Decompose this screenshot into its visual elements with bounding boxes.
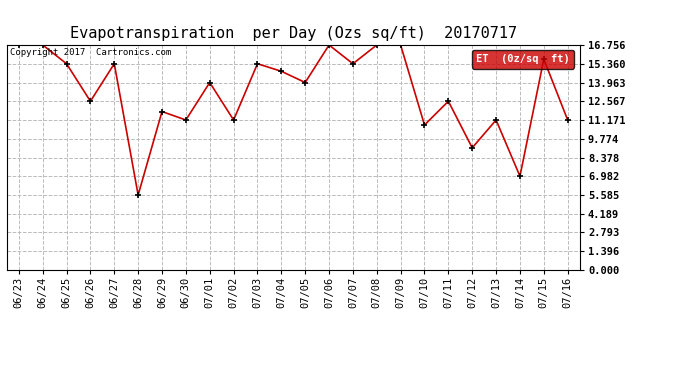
Title: Evapotranspiration  per Day (Ozs sq/ft)  20170717: Evapotranspiration per Day (Ozs sq/ft) 2… [70,26,517,41]
Text: Copyright 2017  Cartronics.com: Copyright 2017 Cartronics.com [10,48,171,57]
Legend: ET  (0z/sq  ft): ET (0z/sq ft) [473,50,574,69]
